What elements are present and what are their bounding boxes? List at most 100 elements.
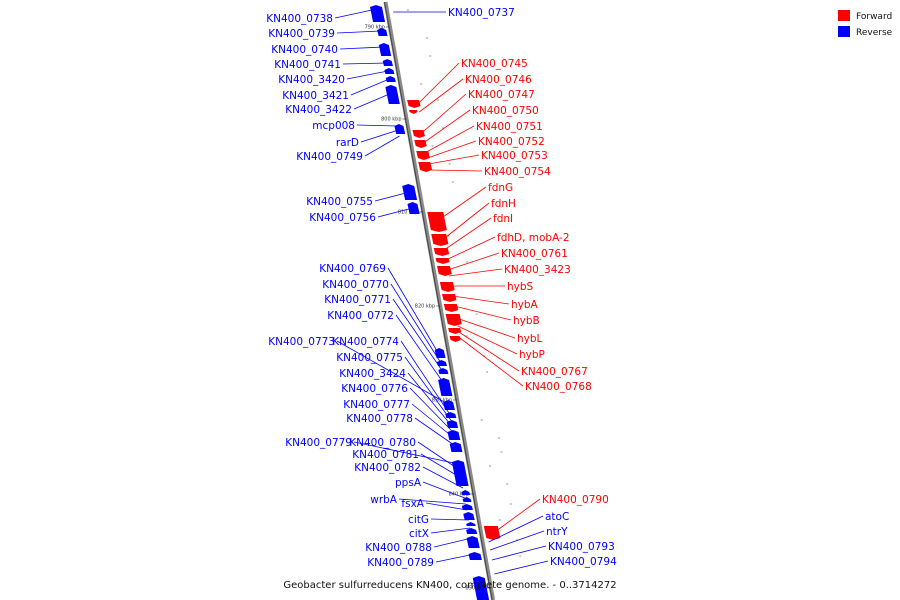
- gene-label-kn400-3423: KN400_3423: [504, 264, 571, 276]
- reverse-gene-block: [443, 400, 455, 410]
- gene-leader-line: [356, 124, 398, 127]
- gene-label-kn400-0779: KN400_0779: [285, 437, 352, 449]
- gene-leader-line: [392, 298, 443, 371]
- forward-gene-block: [431, 234, 449, 246]
- gene-label-kn400-0745: KN400_0745: [461, 58, 528, 70]
- reverse-gene-block: [434, 348, 446, 358]
- axis-tick-label: 790 kbp: [365, 25, 385, 31]
- gene-leader-line: [443, 217, 492, 251]
- gene-label-kn400-0755: KN400_0755: [306, 196, 373, 208]
- gene-leader-line: [409, 387, 454, 433]
- gene-label-ntry: ntrY: [546, 526, 568, 538]
- forward-gene-block: [427, 212, 447, 232]
- gene-leader-line: [494, 560, 549, 575]
- forward-gene-block: [448, 328, 462, 334]
- reverse-gene-block: [378, 43, 392, 56]
- gene-label-kn400-0773: KN400_0773: [268, 336, 335, 348]
- gene-leader-line: [454, 305, 512, 321]
- gene-label-wrba: wrbA: [370, 494, 398, 506]
- reverse-gene-block: [451, 460, 469, 486]
- gene-label-kn400-0754: KN400_0754: [484, 166, 551, 178]
- gene-label-kn400-0756: KN400_0756: [309, 212, 376, 224]
- forward-gene-block: [414, 140, 427, 148]
- gene-label-kn400-3420: KN400_3420: [278, 74, 345, 86]
- gene-leader-line: [435, 553, 475, 563]
- gene-label-kn400-0738: KN400_0738: [266, 13, 333, 25]
- reverse-gene-block: [385, 76, 396, 82]
- gene-label-hybl: hybL: [517, 333, 543, 345]
- gene-label-fdni: fdnI: [493, 213, 513, 225]
- axis-tick-label: 840 kbp: [449, 492, 469, 498]
- forward-gene-block: [449, 336, 461, 342]
- gene-label-kn400-0741: KN400_0741: [274, 59, 341, 71]
- gene-leader-line: [334, 8, 377, 19]
- reverse-gene-block: [385, 85, 400, 104]
- gene-leader-line: [430, 518, 469, 521]
- gene-label-kn400-0777: KN400_0777: [343, 399, 410, 411]
- gene-label-kn400-0771: KN400_0771: [324, 294, 391, 306]
- gene-label-kn400-0788: KN400_0788: [365, 542, 432, 554]
- gene-leader-line: [339, 46, 384, 50]
- reverse-gene-block: [384, 68, 395, 74]
- gene-label-atoc: atoC: [545, 511, 569, 523]
- reverse-gene-block: [394, 124, 406, 134]
- gene-label-kn400-0778: KN400_0778: [346, 413, 413, 425]
- gene-leader-line: [422, 466, 464, 489]
- reverse-gene-block: [468, 552, 482, 560]
- reverse-gene-block: [466, 522, 476, 526]
- gene-leader-line: [488, 515, 544, 543]
- gene-label-kn400-0776: KN400_0776: [341, 383, 408, 395]
- gene-leader-line: [427, 140, 477, 159]
- gene-label-kn400-3422: KN400_3422: [285, 104, 352, 116]
- gene-leader-line: [353, 441, 459, 465]
- gene-label-hyba: hybA: [511, 299, 539, 311]
- gene-leader-line: [494, 498, 541, 533]
- gene-leader-line: [445, 236, 496, 261]
- gene-leader-line: [353, 92, 392, 110]
- gene-label-kn400-0793: KN400_0793: [548, 541, 615, 553]
- gene-label-kn400-0746: KN400_0746: [465, 74, 532, 86]
- gene-leader-line: [364, 135, 400, 157]
- gene-label-kn400-0780: KN400_0780: [349, 437, 416, 449]
- gene-leader-line: [336, 30, 381, 34]
- genome-axis-edge: [383, 1, 493, 600]
- gene-label-fsxa: fsxA: [401, 498, 424, 510]
- gene-leader-line: [456, 317, 516, 339]
- gene-leader-line: [360, 129, 399, 143]
- forward-gene-block: [443, 304, 459, 312]
- gene-label-kn400-0774: KN400_0774: [332, 336, 399, 348]
- legend-reverse-label: Reverse: [856, 28, 893, 38]
- gene-label-citg: citG: [408, 514, 429, 526]
- reverse-gene-block: [436, 360, 447, 366]
- gene-label-kn400-0751: KN400_0751: [476, 121, 543, 133]
- gene-leader-line: [452, 295, 510, 305]
- gene-leader-line: [489, 530, 545, 551]
- gene-leader-line: [428, 154, 480, 165]
- reverse-gene-block: [463, 512, 475, 520]
- gene-leader-line: [400, 340, 450, 415]
- gene-leader-line: [429, 169, 483, 172]
- legend: Forward Reverse: [838, 10, 893, 38]
- gene-label-kn400-0770: KN400_0770: [322, 279, 389, 291]
- forward-gene-block: [408, 110, 418, 114]
- legend-forward-label: Forward: [856, 12, 892, 22]
- gene-leader-line: [374, 191, 410, 202]
- gene-label-ppsa: ppsA: [395, 477, 422, 489]
- gene-leader-line: [417, 62, 460, 105]
- gene-label-kn400-0789: KN400_0789: [367, 557, 434, 569]
- legend-reverse-swatch: [838, 26, 850, 37]
- gene-label-kn400-0772: KN400_0772: [327, 310, 394, 322]
- gene-leader-line: [417, 441, 460, 471]
- gene-leader-line: [442, 202, 490, 241]
- gene-label-hybp: hybP: [519, 349, 545, 361]
- axis-tick-label: 820 kbp: [415, 304, 435, 310]
- gene-leader-line: [426, 125, 475, 153]
- forward-gene-block: [442, 294, 457, 302]
- reverse-gene-block: [370, 5, 386, 22]
- gene-leader-line: [420, 453, 462, 479]
- gene-label-kn400-0737: KN400_0737: [448, 7, 515, 19]
- gene-label-kn400-0761: KN400_0761: [501, 248, 568, 260]
- reverse-gene-block: [438, 378, 453, 396]
